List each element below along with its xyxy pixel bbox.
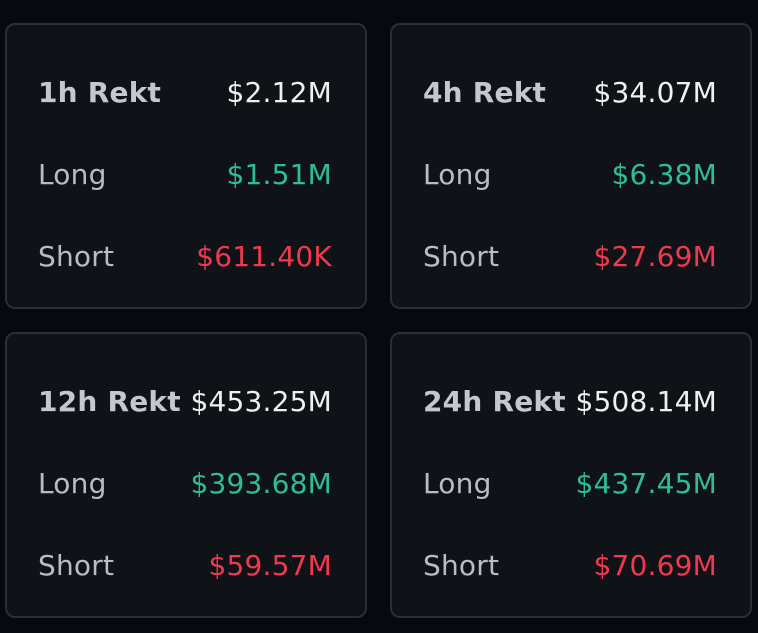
short-row: Short $27.69M [423,236,717,276]
long-label: Long [423,466,492,500]
short-row: Short $70.69M [423,545,717,585]
rekt-card-1h: 1h Rekt $2.12M Long $1.51M Short $611.40… [5,23,367,309]
short-value: $611.40K [196,239,332,273]
short-label: Short [423,548,500,582]
long-row: Long $1.51M [38,154,332,194]
total-value: $34.07M [593,75,717,109]
long-label: Long [38,466,107,500]
total-row: 12h Rekt $453.25M [38,381,332,421]
long-row: Long $393.68M [38,463,332,503]
long-row: Long $437.45M [423,463,717,503]
short-value: $59.57M [208,548,332,582]
long-value: $1.51M [226,157,332,191]
short-value: $70.69M [593,548,717,582]
card-title: 24h Rekt [423,384,566,418]
long-row: Long $6.38M [423,154,717,194]
long-value: $393.68M [190,466,332,500]
short-label: Short [38,239,115,273]
total-value: $508.14M [575,384,717,418]
card-title: 12h Rekt [38,384,181,418]
total-value: $453.25M [190,384,332,418]
short-row: Short $59.57M [38,545,332,585]
short-label: Short [423,239,500,273]
card-title: 1h Rekt [38,75,162,109]
rekt-card-4h: 4h Rekt $34.07M Long $6.38M Short $27.69… [390,23,752,309]
total-row: 24h Rekt $508.14M [423,381,717,421]
total-value: $2.12M [226,75,332,109]
long-label: Long [423,157,492,191]
total-row: 1h Rekt $2.12M [38,72,332,112]
short-value: $27.69M [593,239,717,273]
short-label: Short [38,548,115,582]
long-value: $6.38M [611,157,717,191]
short-row: Short $611.40K [38,236,332,276]
rekt-card-12h: 12h Rekt $453.25M Long $393.68M Short $5… [5,332,367,618]
long-value: $437.45M [575,466,717,500]
long-label: Long [38,157,107,191]
rekt-card-24h: 24h Rekt $508.14M Long $437.45M Short $7… [390,332,752,618]
total-row: 4h Rekt $34.07M [423,72,717,112]
card-title: 4h Rekt [423,75,547,109]
